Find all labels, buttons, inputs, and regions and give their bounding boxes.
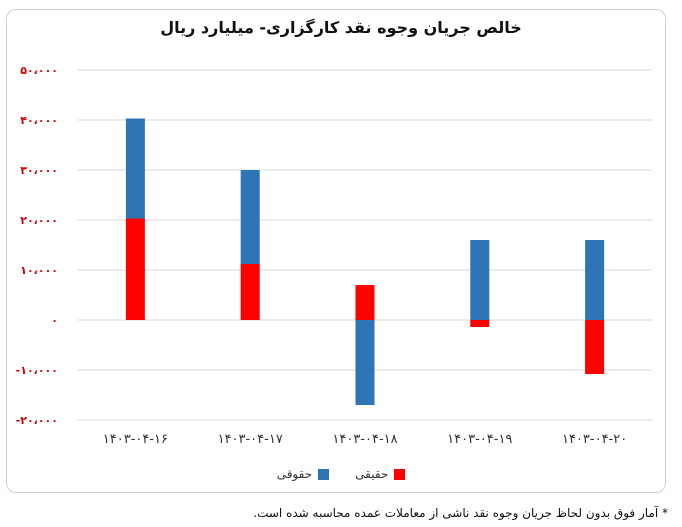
- y-tick-label: ۵۰،۰۰۰: [20, 64, 58, 77]
- x-tick-label: ۱۴۰۳-۰۴-۱۶: [103, 432, 168, 447]
- footnote: * آمار فوق بدون لحاظ جریان وجوه نقد ناشی…: [253, 506, 668, 520]
- bar-haghighi: [470, 320, 490, 327]
- x-tick-label: ۱۴۰۳-۰۴-۱۹: [447, 432, 512, 447]
- bar-haghighi: [125, 218, 145, 320]
- bar-hoghoghi: [585, 240, 605, 320]
- y-tick-label: ۳۰،۰۰۰: [20, 164, 58, 177]
- y-tick-label: -۱۰،۰۰۰: [16, 364, 58, 377]
- x-tick-label: ۱۴۰۳-۰۴-۱۸: [332, 432, 397, 447]
- x-tick-label: ۱۴۰۳-۰۴-۱۷: [218, 432, 283, 447]
- bar-hoghoghi: [470, 240, 490, 320]
- chart-legend: حقیقی حقوقی: [0, 467, 682, 481]
- legend-item-series-0: حقیقی: [355, 467, 406, 481]
- x-tick-label: ۱۴۰۳-۰۴-۲۰: [562, 432, 627, 447]
- legend-swatch-series-0: [394, 468, 406, 480]
- chart-frame: [6, 9, 666, 493]
- bar-haghighi: [585, 320, 605, 374]
- bar-hoghoghi: [125, 118, 145, 219]
- bar-hoghoghi: [355, 320, 375, 405]
- y-tick-label: -۲۰،۰۰۰: [16, 414, 58, 427]
- y-tick-label: ۱۰،۰۰۰: [20, 264, 58, 277]
- bar-hoghoghi: [240, 170, 260, 264]
- bar-haghighi: [240, 264, 260, 320]
- legend-swatch-series-1: [318, 468, 330, 480]
- legend-label-series-1: حقوقی: [276, 467, 313, 481]
- legend-item-series-1: حقوقی: [276, 467, 330, 481]
- y-tick-label: ۴۰،۰۰۰: [20, 114, 58, 127]
- bar-haghighi: [355, 285, 375, 320]
- y-tick-label: ۲۰،۰۰۰: [20, 214, 58, 227]
- legend-label-series-0: حقیقی: [355, 467, 389, 481]
- chart-title: خالص جریان وجوه نقد کارگزاری- میلیارد ری…: [160, 18, 522, 37]
- y-tick-label: ۰: [51, 314, 58, 327]
